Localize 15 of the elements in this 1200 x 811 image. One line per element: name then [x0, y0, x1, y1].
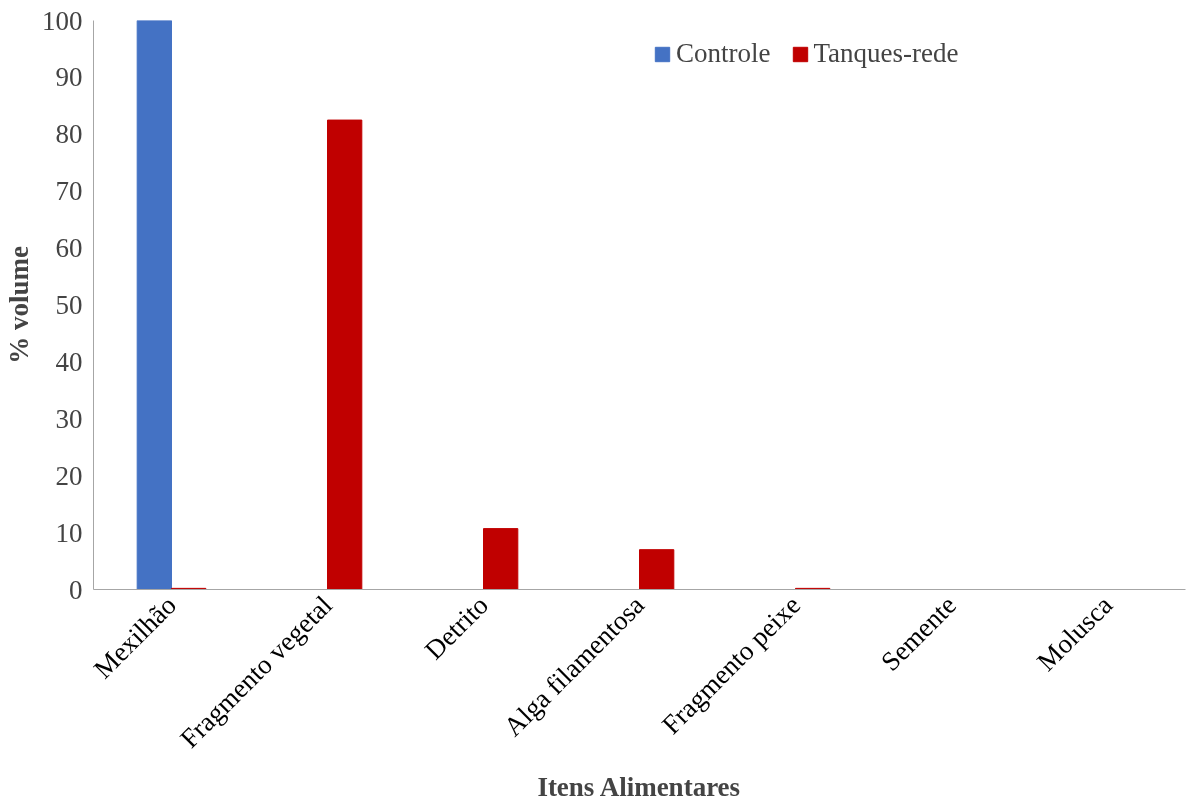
y-axis-title: % volume	[4, 246, 34, 364]
legend-label: Tanques-rede	[813, 38, 959, 69]
y-tick-label: 100	[42, 5, 83, 36]
y-tick-label: 80	[55, 119, 83, 150]
y-tick-label: 90	[55, 62, 83, 93]
y-tick-label: 0	[69, 574, 83, 605]
y-tick-label: 30	[55, 403, 83, 434]
y-tick-label: 50	[55, 290, 83, 320]
y-tick-label: 10	[55, 517, 83, 548]
y-tick-label: 40	[55, 346, 83, 377]
y-tick-label: 20	[55, 460, 83, 491]
y-tick-label: 70	[55, 176, 83, 207]
y-tick-label: 60	[55, 233, 83, 264]
legend-label: Controle	[676, 38, 771, 69]
x-axis-title: Itens Alimentares	[537, 772, 741, 803]
